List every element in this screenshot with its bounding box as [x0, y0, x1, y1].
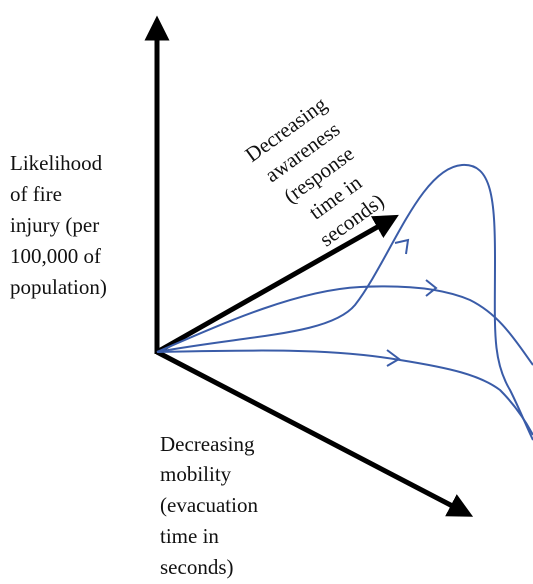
lower-curve: [156, 349, 533, 436]
label-line: Decreasing: [160, 432, 255, 456]
downward-axis: [155, 349, 474, 517]
vertical-label: Likelihood of fire injury (per 100,000 o…: [10, 151, 107, 299]
label-line: seconds): [160, 555, 233, 579]
label-line: (evacuation: [160, 493, 258, 517]
label-line: 100,000 of: [10, 244, 101, 268]
diagonal-axis: [155, 214, 399, 355]
label-line: mobility: [160, 462, 232, 486]
label-line: injury (per: [10, 213, 99, 237]
middle-curve: [156, 285, 533, 366]
label-line: time in: [160, 524, 219, 548]
peak-curve: [156, 163, 533, 441]
diagonal-label: Decreasing awareness (response time in s…: [241, 92, 389, 252]
curve-arrow: [394, 238, 410, 255]
curve-arrow: [425, 279, 438, 297]
label-line: of fire: [10, 182, 62, 206]
label-line: population): [10, 275, 107, 299]
curve-arrow: [386, 349, 401, 367]
downward-label: Decreasing mobility (evacuation time in …: [160, 432, 258, 579]
label-line: Likelihood: [10, 151, 103, 175]
